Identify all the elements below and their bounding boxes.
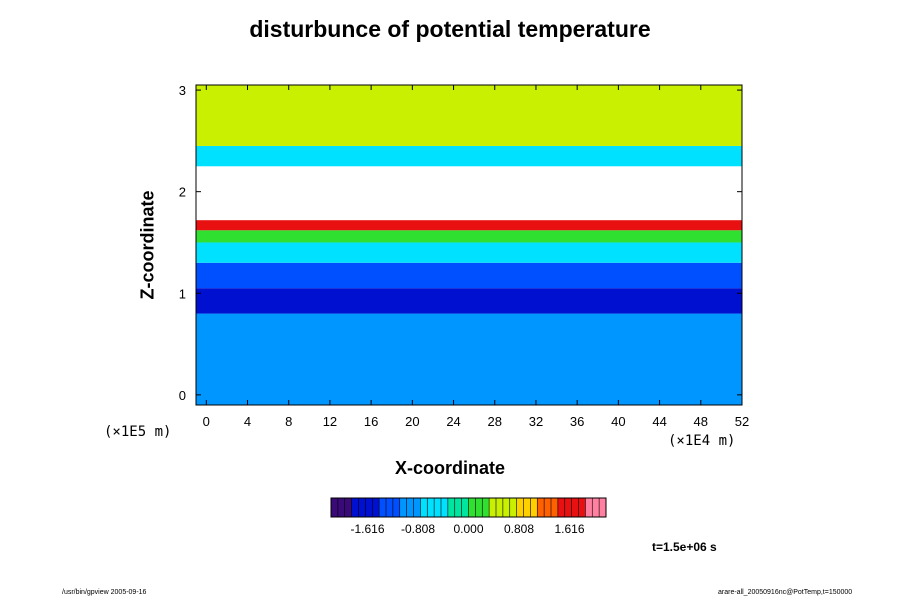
colorbar-frame (330, 497, 607, 518)
field-band-2 (196, 262, 742, 289)
colorbar-cell-38 (592, 498, 600, 517)
colorbar-cell-18 (454, 498, 463, 517)
field-band-9 (196, 85, 742, 146)
x-tick-label-40: 40 (611, 414, 625, 429)
colorbar-cell-20 (468, 498, 476, 517)
colorbar-tick-label-1.616: 1.616 (554, 522, 584, 536)
y-tick-label-3: 3 (179, 83, 186, 98)
x-tick-label-16: 16 (364, 414, 378, 429)
temperature-field (196, 85, 742, 405)
y-axis-unit: (×1E5 m) (104, 424, 172, 440)
colorbar-cell-16 (441, 498, 449, 517)
colorbar-cell-11 (406, 498, 414, 517)
colorbar-cell-32 (551, 498, 559, 517)
field-band-6 (196, 186, 742, 221)
colorbar-cell-15 (434, 498, 442, 517)
x-tick-label-8: 8 (285, 414, 292, 429)
colorbar-cell-3 (351, 498, 359, 517)
colorbar-cell-14 (427, 498, 435, 517)
colorbar-cell-26 (509, 498, 518, 517)
x-tick-label-28: 28 (488, 414, 502, 429)
x-axis: 0 4 8 12 16 20 24 28 32 36 40 44 48 52 (203, 85, 749, 429)
colorbar-cell-2 (344, 498, 353, 517)
colorbar: -1.616 -0.808 0.000 0.808 1.616 (330, 497, 607, 536)
colorbar-cell-6 (372, 498, 380, 517)
x-tick-label-48: 48 (694, 414, 708, 429)
x-tick-label-52: 52 (735, 414, 749, 429)
x-tick-label-36: 36 (570, 414, 584, 429)
x-tick-label-20: 20 (405, 414, 419, 429)
footer-command: /usr/bin/gpview 2005-09-16 (62, 589, 147, 596)
x-tick-label-44: 44 (652, 414, 666, 429)
colorbar-cell-28 (523, 498, 531, 517)
field-band-3 (196, 242, 742, 263)
colorbar-cell-22 (482, 498, 490, 517)
field-band-8 (196, 145, 742, 167)
colorbar-cell-8 (386, 498, 394, 517)
colorbar-cell-37 (585, 498, 593, 517)
x-tick-label-12: 12 (323, 414, 337, 429)
colorbar-cell-24 (496, 498, 504, 517)
field-band-4 (196, 230, 742, 243)
field-band-5 (196, 220, 742, 231)
footer-source: arare-all_20050916nc@PotTemp,t=150000 (718, 589, 853, 596)
colorbar-tick-label--0.808: -0.808 (401, 522, 435, 536)
colorbar-cell-30 (537, 498, 545, 517)
field-band-0 (196, 313, 742, 405)
colorbar-cell-4 (358, 498, 366, 517)
colorbar-cell-36 (578, 498, 586, 517)
colorbar-tick-label--1.616: -1.616 (350, 522, 384, 536)
colorbar-cell-19 (461, 498, 469, 517)
colorbar-cell-29 (530, 498, 538, 517)
x-tick-label-32: 32 (529, 414, 543, 429)
timestamp-label: t=1.5e+06 s (652, 540, 717, 554)
plot-frame (195, 84, 743, 406)
colorbar-cell-25 (502, 498, 511, 517)
colorbar-cell-27 (516, 498, 524, 517)
colorbar-cell-33 (557, 498, 566, 517)
colorbar-cell-9 (392, 498, 401, 517)
y-tick-label-0: 0 (179, 388, 186, 403)
colorbar-cell-31 (544, 498, 552, 517)
x-tick-label-4: 4 (244, 414, 251, 429)
chart-title: disturbunce of potential temperature (249, 16, 651, 42)
y-axis: 0 1 2 3 (179, 83, 742, 403)
y-axis-label: Z-coordinate (137, 190, 158, 300)
colorbar-cell-23 (489, 498, 497, 517)
colorbar-cell-35 (571, 498, 579, 517)
colorbar-cell-39 (599, 498, 607, 517)
colorbar-cell-0 (331, 498, 339, 517)
y-tick-label-2: 2 (179, 185, 186, 200)
colorbar-cell-5 (365, 498, 373, 517)
colorbar-cell-12 (413, 498, 421, 517)
x-axis-unit: (×1E4 m) (668, 433, 736, 449)
field-band-7 (196, 166, 742, 187)
field-band-1 (196, 288, 742, 314)
x-axis-label: X-coordinate (394, 458, 505, 478)
colorbar-cell-7 (379, 498, 387, 517)
colorbar-cell-21 (475, 498, 483, 517)
colorbar-tick-label-0.000: 0.000 (453, 522, 483, 536)
colorbar-tick-label-0.808: 0.808 (504, 522, 534, 536)
colorbar-cell-1 (337, 498, 346, 517)
colorbar-cell-17 (447, 498, 456, 517)
x-tick-label-24: 24 (446, 414, 460, 429)
y-tick-label-1: 1 (179, 286, 186, 301)
x-tick-label-0: 0 (203, 414, 210, 429)
colorbar-cell-34 (564, 498, 573, 517)
colorbar-cell-10 (399, 498, 408, 517)
colorbar-cell-13 (420, 498, 428, 517)
